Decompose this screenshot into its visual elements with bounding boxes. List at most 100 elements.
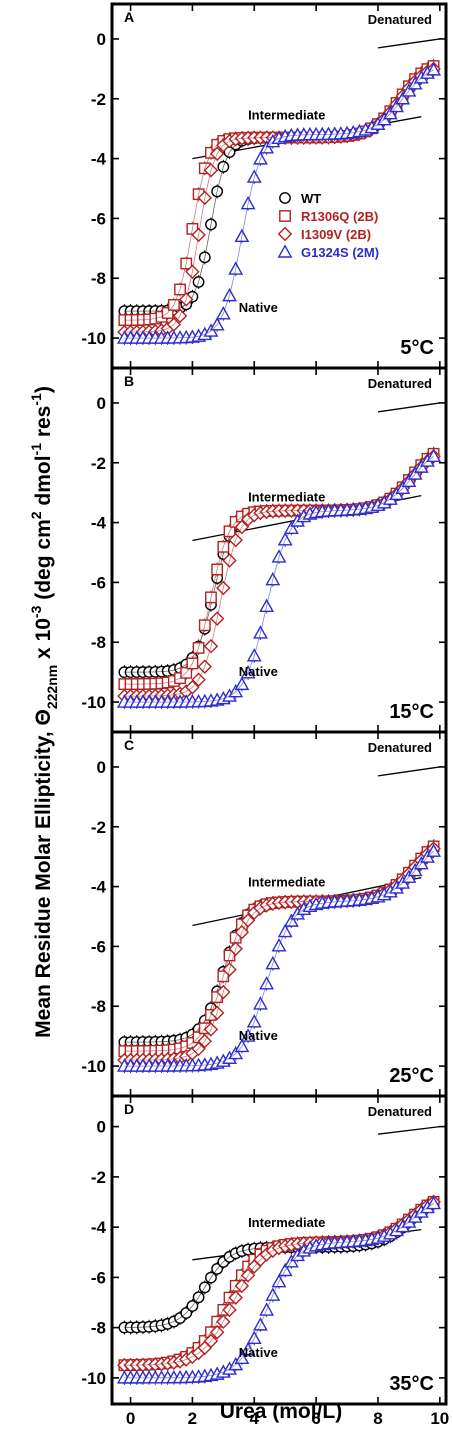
denatured-baseline	[377, 402, 440, 413]
legend-label: G1324S (2M)	[301, 245, 379, 260]
y-tick-label: -10	[81, 1369, 106, 1388]
series-g1324s	[116, 843, 442, 1074]
denatured-label: Denatured	[368, 1104, 432, 1119]
temperature-label: 15°C	[389, 701, 434, 723]
data-point	[407, 862, 423, 877]
y-axis-title-main: Mean Residue Molar Ellipticity, Θ	[32, 709, 55, 1038]
intermediate-label: Intermediate	[248, 108, 325, 123]
temperature-label: 5°C	[400, 337, 434, 359]
panel-b: 0 -2 -4 -6 -8 -10 B 15°C Denatured Intermediate Na…	[81, 366, 448, 734]
panel-d: 0 -2 -4 -6 -8 -10 0 2 4 6 8 10 D 35°C Denatured Interme…	[81, 1094, 449, 1428]
panel-letter: D	[124, 1101, 134, 1117]
legend-marker-diamond	[277, 226, 293, 242]
y-tick-label: -8	[91, 633, 106, 652]
native-label: Native	[239, 664, 278, 679]
legend-label: I1309V (2B)	[301, 227, 371, 242]
y-tick-label: -10	[81, 693, 106, 712]
series-g1324s	[116, 62, 442, 346]
series-i1309v	[117, 61, 441, 340]
y-tick-label: -6	[91, 573, 106, 592]
y-tick-label: 0	[97, 394, 106, 413]
x-tick-label: 6	[311, 1409, 320, 1428]
y-tick-label: -4	[91, 1218, 107, 1237]
fit-line	[124, 850, 434, 1067]
data-point	[283, 520, 299, 534]
denatured-label: Denatured	[368, 740, 432, 755]
legend: WT R1306Q (2B) I1309V (2B) G1324S (2M)	[277, 191, 379, 260]
axis-titles: Urea (mol/L) Mean Residue Molar Elliptic…	[28, 386, 342, 1423]
data-point	[407, 466, 423, 480]
y-tick-label: -8	[91, 997, 106, 1016]
fit-line	[124, 65, 434, 312]
legend-marker-square	[279, 210, 291, 222]
y-axis-title-sub: 222nm	[44, 665, 60, 709]
fit-line	[124, 1203, 434, 1379]
series-g1324s	[116, 1195, 442, 1385]
y-tick-label: -2	[91, 1168, 106, 1187]
y-tick-label: -10	[81, 1057, 106, 1076]
series-g1324s	[116, 448, 442, 710]
panel-a: 0 -2 -4 -6 -8 -10 A 5°C Denatured Intermediate Nat…	[81, 2, 448, 370]
y-tick-label: -8	[91, 1319, 106, 1338]
y-axis-title-unit2-exp: -1	[28, 443, 44, 456]
temperature-label: 35°C	[389, 1373, 434, 1395]
data-point	[401, 869, 417, 883]
denatured-baseline	[377, 1125, 440, 1135]
y-axis-title-unit3-exp: -1	[28, 393, 44, 406]
data-point	[283, 913, 299, 927]
y-axis-title-unit1: (deg cm	[32, 519, 55, 605]
panels-layer: 0 -2 -4 -6 -8 -10 A 5°C Denatured Intermediate Nat…	[81, 2, 449, 1428]
x-axis-title: Urea (mol/L)	[220, 1400, 343, 1423]
data-point	[401, 83, 417, 97]
y-tick-label: -8	[91, 269, 106, 288]
y-axis-title-mid: x 10	[32, 618, 55, 665]
intermediate-label: Intermediate	[248, 1215, 325, 1230]
y-tick-label: -2	[91, 454, 106, 473]
native-label: Native	[239, 1028, 278, 1043]
denatured-baseline	[377, 38, 440, 49]
data-point	[395, 480, 411, 494]
y-axis-title-unit3: res	[32, 406, 55, 443]
denatured-label: Denatured	[368, 12, 432, 27]
y-tick-label: -4	[91, 514, 107, 533]
y-tick-label: -2	[91, 90, 106, 109]
panel-c: 0 -2 -4 -6 -8 -10 C 25°C Denatured Intermediate Na…	[81, 730, 448, 1098]
legend-marker-circle	[279, 192, 291, 204]
x-tick-label: 8	[373, 1409, 382, 1428]
y-tick-label: -10	[81, 329, 106, 348]
fit-line	[124, 69, 434, 339]
data-point	[426, 843, 442, 857]
x-tick-label: 10	[430, 1409, 449, 1428]
native-label: Native	[239, 1345, 278, 1360]
data-point	[395, 91, 411, 105]
y-axis-title-exp: -3	[28, 605, 44, 618]
y-tick-label: -6	[91, 937, 106, 956]
y-tick-label: -2	[91, 818, 106, 837]
y-tick-label: -4	[91, 150, 107, 169]
denatured-label: Denatured	[368, 376, 432, 391]
native-label: Native	[239, 300, 278, 315]
y-tick-label: 0	[97, 758, 106, 777]
data-point	[283, 1254, 299, 1268]
y-tick-label: -6	[91, 1268, 106, 1287]
intermediate-label: Intermediate	[248, 875, 325, 890]
y-axis-title: Mean Residue Molar Ellipticity, Θ222nm x…	[28, 386, 60, 1038]
intermediate-label: Intermediate	[248, 490, 325, 505]
panel-letter: A	[124, 9, 134, 25]
legend-label: WT	[301, 191, 321, 206]
y-tick-label: 0	[97, 30, 106, 49]
panel-letter: B	[124, 373, 134, 389]
data-point	[426, 62, 442, 76]
panel-frame	[110, 1094, 448, 1406]
y-axis-title-unit1-exp: 2	[28, 511, 44, 519]
fit-line	[124, 455, 434, 703]
temperature-label: 25°C	[389, 1065, 434, 1087]
x-tick-label: 2	[188, 1409, 197, 1428]
x-tick-label: 4	[250, 1409, 260, 1428]
y-tick-label: -6	[91, 209, 106, 228]
data-point	[413, 856, 429, 870]
series-r1306q	[118, 59, 440, 328]
data-point	[401, 473, 417, 488]
denatured-baseline	[377, 766, 440, 777]
